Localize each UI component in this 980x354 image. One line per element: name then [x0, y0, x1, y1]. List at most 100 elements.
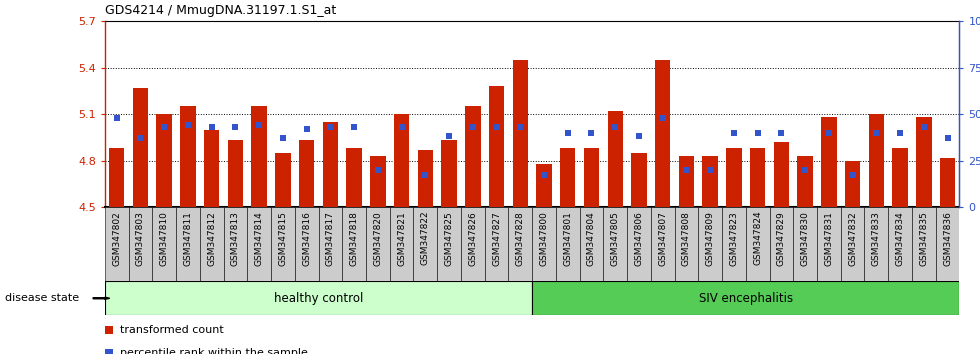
Text: GSM347829: GSM347829 [777, 211, 786, 266]
Bar [916, 117, 932, 207]
Text: GSM347834: GSM347834 [896, 211, 905, 266]
Bar [798, 156, 812, 207]
Text: GSM347835: GSM347835 [919, 211, 928, 266]
Bar [157, 114, 172, 207]
Bar [437, 207, 461, 281]
Bar [773, 142, 789, 207]
Bar [556, 207, 579, 281]
Bar [346, 148, 362, 207]
Bar [176, 207, 200, 281]
Bar [651, 207, 674, 281]
Text: GSM347809: GSM347809 [706, 211, 714, 266]
Text: GSM347815: GSM347815 [278, 211, 287, 266]
Bar [318, 207, 342, 281]
Bar [722, 207, 746, 281]
Bar [299, 141, 315, 207]
Bar [223, 207, 247, 281]
Text: GSM347804: GSM347804 [587, 211, 596, 266]
Bar [584, 148, 599, 207]
Text: GSM347807: GSM347807 [659, 211, 667, 266]
Bar [655, 60, 670, 207]
Bar [769, 207, 793, 281]
Text: GSM347822: GSM347822 [420, 211, 430, 266]
Text: GSM347812: GSM347812 [207, 211, 217, 266]
Text: GSM347817: GSM347817 [326, 211, 335, 266]
Bar [845, 161, 860, 207]
Text: GSM347824: GSM347824 [754, 211, 762, 266]
Bar [466, 107, 480, 207]
Bar [342, 207, 366, 281]
Text: SIV encephalitis: SIV encephalitis [699, 292, 793, 305]
Bar [912, 207, 936, 281]
Bar [152, 207, 176, 281]
Bar [750, 148, 765, 207]
Bar [864, 207, 888, 281]
Bar [417, 150, 433, 207]
Text: GSM347805: GSM347805 [611, 211, 619, 266]
Bar [888, 207, 912, 281]
Text: GSM347823: GSM347823 [729, 211, 738, 266]
Bar [793, 207, 817, 281]
Bar [817, 207, 841, 281]
Bar [532, 207, 556, 281]
Bar [105, 207, 128, 281]
Bar [132, 88, 148, 207]
Bar [699, 207, 722, 281]
Bar [227, 141, 243, 207]
Text: GSM347836: GSM347836 [943, 211, 952, 266]
Text: GSM347806: GSM347806 [634, 211, 644, 266]
Bar [868, 114, 884, 207]
Bar [513, 60, 528, 207]
Text: GSM347831: GSM347831 [824, 211, 833, 266]
Text: disease state: disease state [5, 293, 79, 303]
Bar [821, 117, 837, 207]
Bar [608, 111, 623, 207]
Bar [322, 122, 338, 207]
Text: GSM347810: GSM347810 [160, 211, 169, 266]
Bar [461, 207, 485, 281]
Bar [247, 207, 271, 281]
Text: GSM347827: GSM347827 [492, 211, 501, 266]
Bar [390, 207, 414, 281]
Bar [703, 156, 718, 207]
Bar [441, 141, 457, 207]
Bar [936, 207, 959, 281]
Text: GSM347811: GSM347811 [183, 211, 192, 266]
Text: GSM347816: GSM347816 [302, 211, 311, 266]
Bar [105, 281, 532, 315]
Text: GSM347808: GSM347808 [682, 211, 691, 266]
Text: GSM347802: GSM347802 [113, 211, 122, 266]
Bar [532, 281, 959, 315]
Text: transformed count: transformed count [121, 325, 224, 335]
Bar [204, 130, 220, 207]
Bar [109, 148, 124, 207]
Text: percentile rank within the sample: percentile rank within the sample [121, 348, 308, 354]
Bar [489, 86, 505, 207]
Text: GSM347826: GSM347826 [468, 211, 477, 266]
Bar [366, 207, 390, 281]
Bar [271, 207, 295, 281]
Bar [394, 114, 410, 207]
Text: GSM347801: GSM347801 [564, 211, 572, 266]
Bar [536, 164, 552, 207]
Text: GSM347800: GSM347800 [540, 211, 549, 266]
Bar [674, 207, 699, 281]
Bar [746, 207, 769, 281]
Bar [560, 148, 575, 207]
Bar [414, 207, 437, 281]
Text: GSM347820: GSM347820 [373, 211, 382, 266]
Bar [128, 207, 152, 281]
Text: GSM347813: GSM347813 [231, 211, 240, 266]
Bar [841, 207, 864, 281]
Bar [940, 158, 956, 207]
Text: GSM347830: GSM347830 [801, 211, 809, 266]
Bar [295, 207, 319, 281]
Text: GSM347833: GSM347833 [872, 211, 881, 266]
Text: GSM347818: GSM347818 [350, 211, 359, 266]
Text: GSM347821: GSM347821 [397, 211, 406, 266]
Bar [200, 207, 223, 281]
Text: GDS4214 / MmugDNA.31197.1.S1_at: GDS4214 / MmugDNA.31197.1.S1_at [105, 4, 336, 17]
Text: GSM347832: GSM347832 [848, 211, 858, 266]
Bar [631, 153, 647, 207]
Bar [604, 207, 627, 281]
